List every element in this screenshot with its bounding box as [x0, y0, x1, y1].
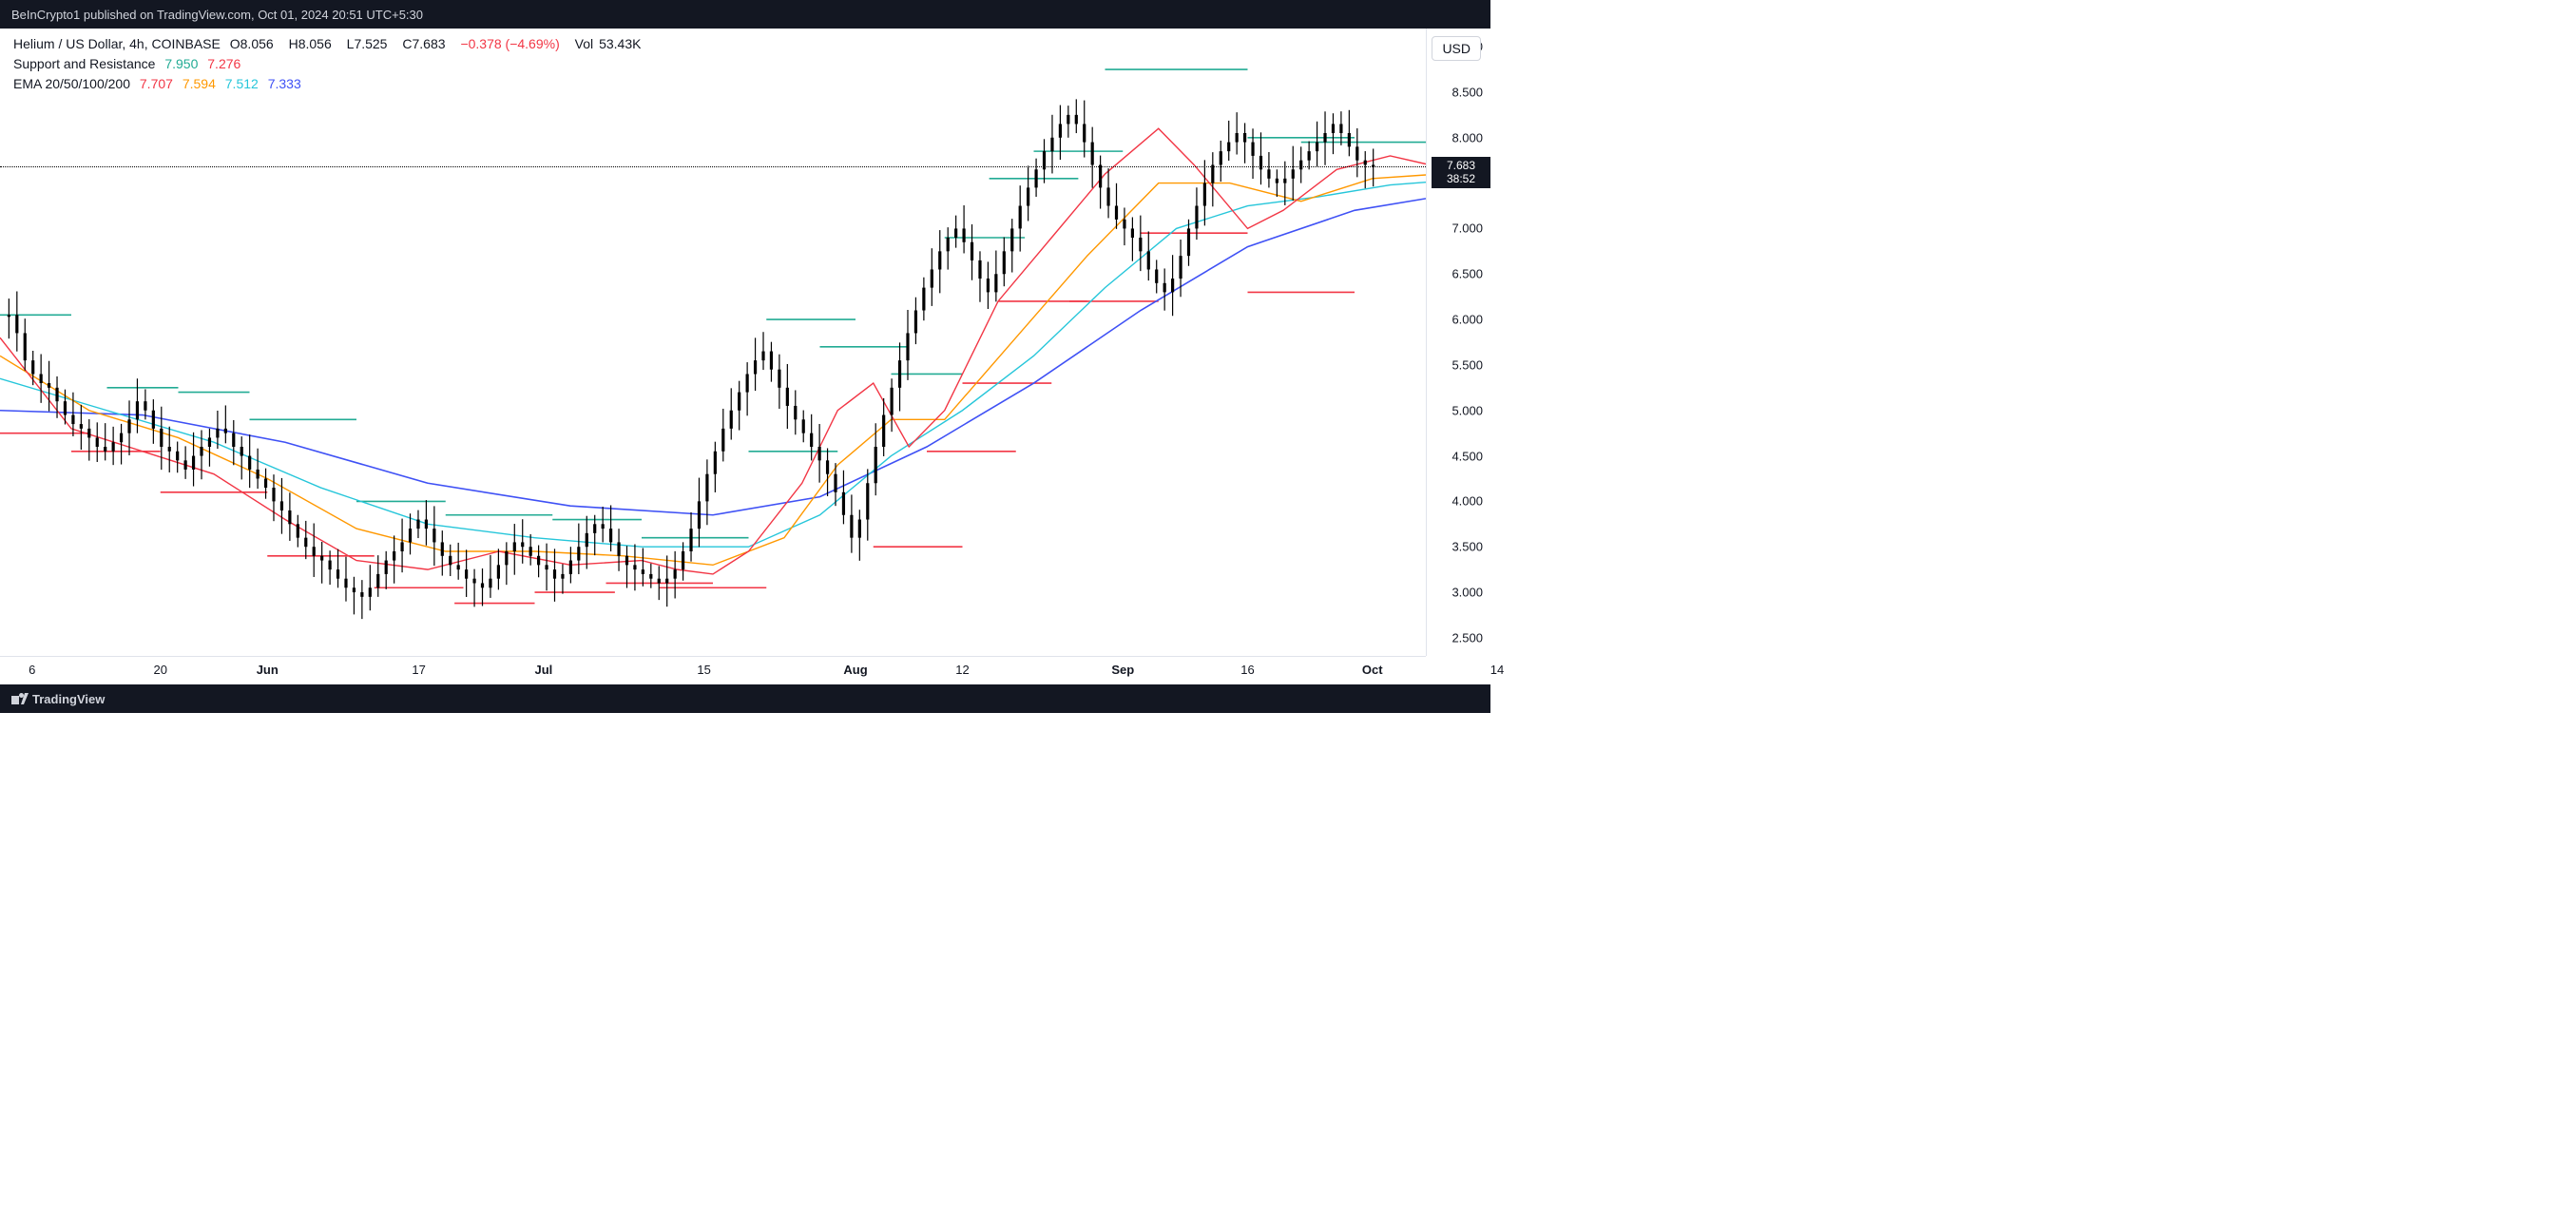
publish-text: BeInCrypto1 published on TradingView.com…	[11, 8, 423, 22]
x-tick: 17	[412, 663, 425, 677]
legend-ema-row: EMA 20/50/100/200 7.707 7.594 7.512 7.33…	[13, 74, 652, 94]
ema20-val: 7.707	[140, 76, 173, 91]
x-tick: 15	[697, 663, 710, 677]
y-tick: 3.500	[1451, 540, 1483, 554]
x-tick: 14	[1490, 663, 1504, 677]
x-tick: Jun	[257, 663, 279, 677]
y-tick: 5.500	[1451, 357, 1483, 372]
volume-label: Vol53.43K	[575, 36, 647, 51]
y-axis[interactable]: 2.500 3.000 3.500 4.000 4.500 5.000 5.500 6.000…	[1426, 29, 1490, 656]
last-price-line	[0, 166, 1426, 167]
y-tick: 3.000	[1451, 586, 1483, 600]
chart-svg	[0, 29, 1426, 656]
symbol-title: Helium / US Dollar, 4h, COINBASE	[13, 36, 221, 51]
ema100-val: 7.512	[225, 76, 259, 91]
legend-sr-row: Support and Resistance 7.950 7.276	[13, 54, 652, 74]
footer-bar: TradingView	[0, 684, 1490, 713]
ohlc-open: O8.056	[230, 36, 279, 51]
legend-symbol-row: Helium / US Dollar, 4h, COINBASE O8.056 …	[13, 34, 652, 54]
x-tick: Sep	[1111, 663, 1134, 677]
currency-badge[interactable]: USD	[1432, 36, 1481, 61]
y-tick: 5.000	[1451, 403, 1483, 417]
ohlc-high: H8.056	[289, 36, 337, 51]
y-tick: 8.500	[1451, 85, 1483, 99]
publish-header: BeInCrypto1 published on TradingView.com…	[0, 0, 1490, 29]
x-tick: 12	[955, 663, 969, 677]
x-tick: Oct	[1362, 663, 1383, 677]
brand-text: TradingView	[32, 692, 105, 706]
ema200-val: 7.333	[268, 76, 301, 91]
x-tick: Jul	[534, 663, 552, 677]
ohlc-change: −0.378 (−4.69%)	[460, 36, 565, 51]
chart-container: Helium / US Dollar, 4h, COINBASE O8.056 …	[0, 29, 1490, 684]
x-tick: 20	[154, 663, 167, 677]
price-marker: 7.68338:52	[1432, 157, 1490, 188]
chart-legend: Helium / US Dollar, 4h, COINBASE O8.056 …	[13, 34, 652, 94]
y-tick: 7.000	[1451, 221, 1483, 236]
ohlc-close: C7.683	[402, 36, 451, 51]
x-axis[interactable]: 620Jun17Jul15Aug12Sep16Oct14	[0, 656, 1426, 684]
ema-label: EMA 20/50/100/200	[13, 76, 130, 91]
sr-dn: 7.276	[207, 56, 240, 71]
y-tick: 6.500	[1451, 267, 1483, 281]
tradingview-logo: TradingView	[11, 692, 105, 706]
sr-up: 7.950	[164, 56, 198, 71]
x-tick: 6	[29, 663, 35, 677]
ohlc-low: L7.525	[347, 36, 394, 51]
sr-label: Support and Resistance	[13, 56, 155, 71]
y-tick: 4.500	[1451, 449, 1483, 463]
tv-logo-icon	[11, 693, 29, 704]
y-tick: 6.000	[1451, 313, 1483, 327]
y-tick: 2.500	[1451, 630, 1483, 645]
plot-area[interactable]	[0, 29, 1426, 656]
x-tick: 16	[1240, 663, 1254, 677]
y-tick: 4.000	[1451, 494, 1483, 509]
x-tick: Aug	[843, 663, 867, 677]
ema50-val: 7.594	[183, 76, 216, 91]
y-tick: 8.000	[1451, 130, 1483, 144]
